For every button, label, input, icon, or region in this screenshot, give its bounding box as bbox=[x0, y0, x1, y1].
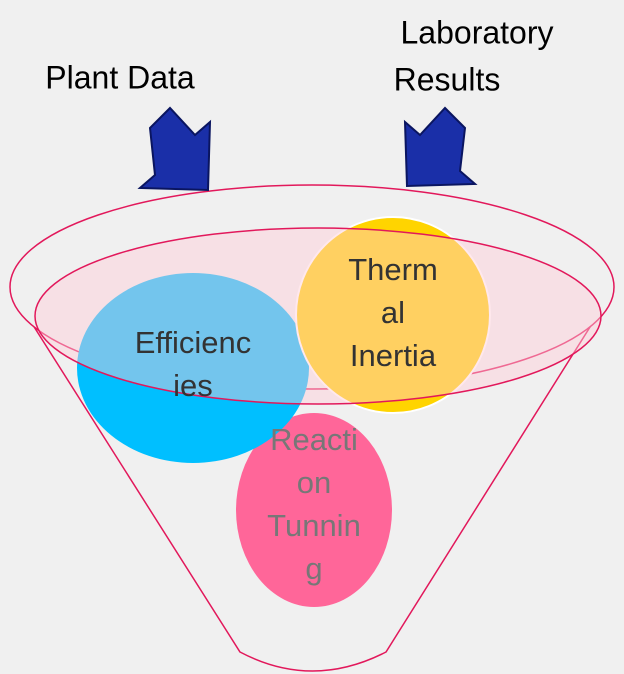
input-label: Results bbox=[394, 61, 501, 97]
funnel-inner-ellipse bbox=[34, 227, 602, 405]
arrow-right bbox=[403, 106, 478, 188]
circle-label: Reacti bbox=[270, 422, 358, 457]
circle-label: Tunnin bbox=[267, 508, 361, 543]
circle-label: al bbox=[381, 295, 405, 330]
circle-label: Efficienc bbox=[135, 325, 252, 360]
circle-thermal bbox=[295, 216, 491, 414]
circle-efficiencies bbox=[77, 273, 309, 463]
input-label: Laboratory bbox=[401, 14, 554, 50]
circle-label: Inertia bbox=[350, 338, 437, 373]
labels: Plant Data Laboratory Results Efficienc ies T… bbox=[45, 14, 553, 586]
input-label: Plant Data bbox=[45, 59, 195, 95]
circle-label: Therm bbox=[348, 252, 438, 287]
circles bbox=[77, 216, 491, 607]
circle-label: on bbox=[297, 465, 331, 500]
circle-reaction bbox=[236, 413, 392, 607]
circle-label: ies bbox=[173, 368, 213, 403]
circle-label: g bbox=[305, 551, 322, 586]
arrow-left bbox=[137, 106, 212, 192]
